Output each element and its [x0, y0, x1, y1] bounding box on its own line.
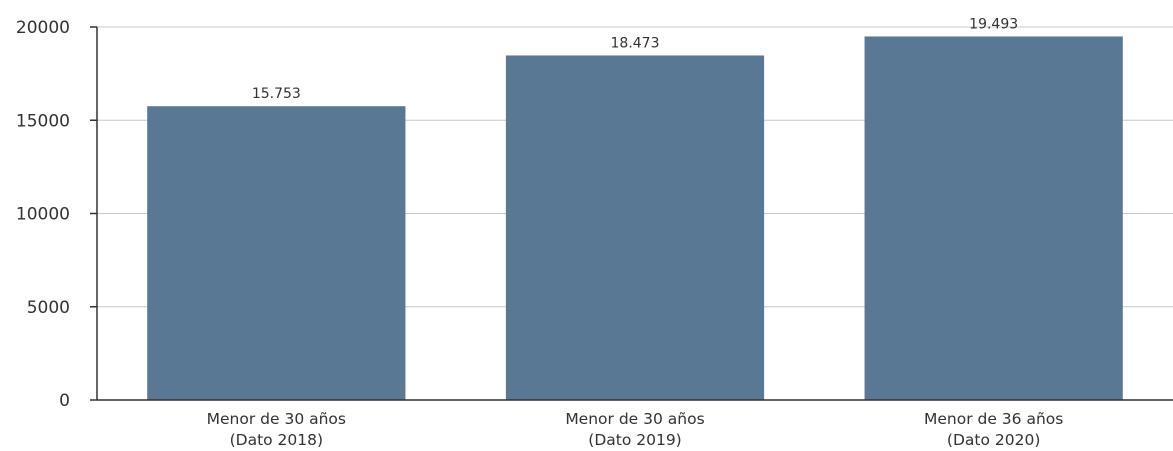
y-tick-label-0: 0: [59, 391, 70, 411]
bar-2: [505, 55, 765, 401]
axes: [90, 26, 1173, 401]
bar-3: [864, 36, 1123, 400]
x-category-label-1-line-1: Menor de 30 años: [207, 410, 346, 428]
x-category-label-2-line-1: Menor de 30 años: [565, 410, 704, 428]
y-tick-label-5000: 5000: [27, 298, 70, 318]
y-tick-label-10000: 10000: [16, 205, 70, 225]
bar-value-label-3: 19.493: [969, 16, 1018, 32]
x-category-label-1-line-2: (Dato 2018): [230, 431, 323, 449]
bars: [147, 36, 1123, 401]
x-category-label-3-line-2: (Dato 2020): [947, 431, 1040, 449]
labels: 0 5000 10000 15000 20000 15.753 Menor de 30 añ…: [16, 16, 1063, 449]
bar-value-label-2: 18.473: [611, 35, 660, 51]
y-tick-label-15000: 15000: [16, 111, 70, 131]
x-category-label-3-line-1: Menor de 36 años: [924, 410, 1063, 428]
x-category-label-2-line-2: (Dato 2019): [588, 431, 681, 449]
bar-value-label-1: 15.753: [252, 86, 301, 102]
bar-1: [147, 106, 406, 401]
y-tick-label-20000: 20000: [16, 18, 70, 38]
